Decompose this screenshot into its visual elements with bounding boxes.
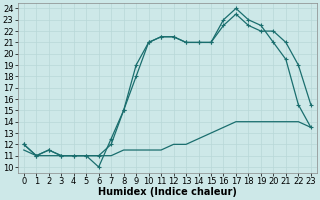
X-axis label: Humidex (Indice chaleur): Humidex (Indice chaleur) xyxy=(98,187,237,197)
